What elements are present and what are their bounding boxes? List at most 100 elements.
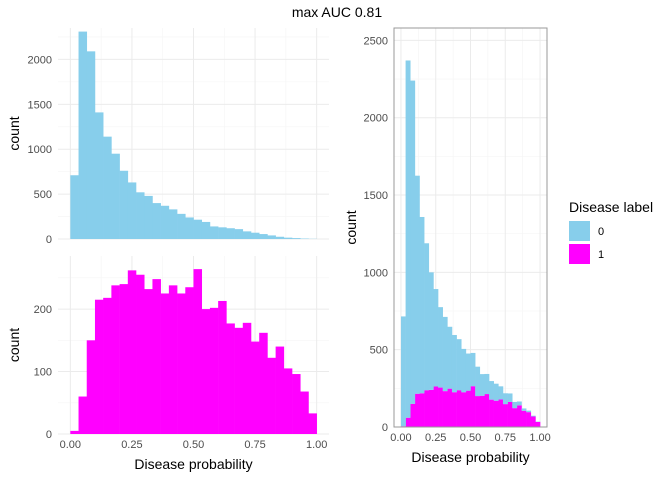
bar-label-0 (103, 136, 112, 239)
bar-label-1 (530, 416, 536, 427)
bar-label-1 (103, 297, 112, 434)
bar-label-0 (433, 289, 439, 387)
y-tick-label: 0 (46, 234, 52, 246)
bar-label-1 (475, 396, 481, 427)
bar-label-0 (283, 237, 293, 239)
chart-title: max AUC 0.81 (292, 4, 382, 20)
bar-label-1 (451, 392, 457, 427)
bar-label-0 (405, 60, 411, 418)
bar-label-0 (242, 231, 252, 239)
bar-label-1 (136, 274, 145, 434)
bar-label-0 (185, 217, 194, 239)
y-tick-label: 500 (370, 345, 388, 357)
panel-border (393, 27, 548, 428)
bar-label-0 (177, 213, 186, 239)
bar-label-0 (451, 334, 457, 393)
bar-label-1 (308, 413, 317, 434)
bar-label-1 (521, 410, 527, 427)
bar-label-0 (442, 316, 448, 392)
bar-label-1 (70, 430, 79, 434)
bar-label-1 (498, 399, 504, 427)
bar-label-1 (493, 400, 499, 427)
bar-label-0 (456, 339, 462, 391)
bar-label-1 (209, 307, 219, 434)
bar-label-0 (250, 232, 260, 239)
y-tick-label: 0 (382, 422, 388, 434)
bar-label-1 (489, 399, 494, 427)
bar-label-1 (259, 332, 268, 434)
bar-label-0 (209, 226, 219, 239)
x-tick-label: 0.50 (183, 439, 204, 451)
bar-label-1 (438, 387, 443, 427)
bar-label-1 (507, 401, 513, 427)
bar-label-1 (160, 293, 170, 434)
bar-label-1 (201, 309, 211, 434)
bar-label-0 (193, 219, 203, 239)
bar-label-1 (300, 391, 309, 434)
bar-label-0 (516, 401, 522, 406)
bar-label-0 (111, 153, 120, 239)
bar-label-1 (283, 368, 293, 434)
bar-label-1 (185, 287, 194, 434)
bar-label-1 (78, 396, 88, 434)
y-axis-title: count (343, 210, 359, 244)
y-tick-label: 2500 (364, 35, 388, 47)
bar-label-1 (234, 327, 244, 434)
bar-label-0 (226, 228, 235, 239)
y-tick-label: 100 (34, 367, 52, 379)
bar-label-0 (259, 234, 268, 239)
bar-label-0 (70, 175, 79, 239)
bar-label-0 (470, 352, 476, 387)
bar-label-1 (267, 357, 276, 434)
bar-label-1 (94, 299, 104, 434)
panel-bottom-left: 0 100 200 0.00 0.25 0.50 0.75 1.00 Disease proba… (6, 256, 329, 472)
bar-label-1 (535, 421, 541, 427)
bar-label-0 (414, 175, 420, 394)
bar-label-1 (127, 270, 137, 434)
y-tick-label: 1500 (28, 99, 52, 111)
bar-label-0 (78, 31, 88, 239)
x-tick-label: 0.00 (390, 432, 411, 444)
bar-label-0 (275, 236, 285, 239)
y-tick-label: 2000 (28, 54, 52, 66)
bar-label-1 (502, 404, 508, 427)
bar-label-1 (456, 390, 462, 427)
bar-label-1 (414, 393, 420, 427)
x-axis-title: Disease probability (134, 456, 252, 472)
y-axis-title: count (6, 116, 22, 150)
x-tick-label: 0.75 (244, 439, 265, 451)
bar-label-0 (526, 410, 532, 413)
x-tick-label: 0.50 (460, 432, 481, 444)
legend: Disease label 0 1 (569, 199, 653, 264)
bar-label-0 (521, 408, 527, 411)
y-tick-label: 500 (34, 189, 52, 201)
x-tick-label: 1.00 (306, 439, 327, 451)
bar-label-0 (475, 366, 481, 397)
bar-label-1 (526, 412, 532, 427)
bar-label-0 (419, 216, 425, 394)
x-axis-title: Disease probability (411, 449, 529, 465)
x-tick-label: 0.00 (60, 439, 81, 451)
panel-top-left: 0 500 1000 1500 2000 count (6, 28, 329, 246)
x-tick-label: 0.25 (121, 439, 142, 451)
bar-label-1 (447, 388, 453, 427)
bar-label-1 (152, 279, 161, 434)
bar-label-0 (201, 221, 211, 239)
bar-label-0 (447, 326, 453, 389)
bar-label-0 (489, 381, 494, 400)
legend-label-1: 1 (598, 249, 604, 261)
bar-label-0 (144, 195, 153, 239)
bar-label-1 (226, 323, 235, 434)
bar-label-1 (275, 346, 285, 434)
legend-key-1 (569, 244, 590, 264)
bar-label-0 (292, 238, 301, 239)
bar-label-1 (242, 322, 252, 434)
bar-label-0 (507, 393, 513, 402)
bar-label-0 (502, 393, 508, 405)
bar-label-0 (218, 227, 227, 239)
bar-label-1 (86, 340, 96, 434)
bar-label-0 (438, 307, 443, 388)
y-tick-label: 1500 (364, 190, 388, 202)
x-tick-label: 1.00 (529, 432, 550, 444)
